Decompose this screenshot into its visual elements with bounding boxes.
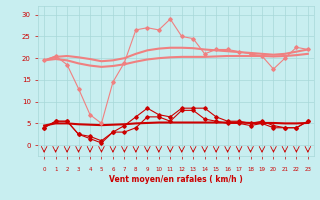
X-axis label: Vent moyen/en rafales ( km/h ): Vent moyen/en rafales ( km/h ) — [109, 175, 243, 184]
